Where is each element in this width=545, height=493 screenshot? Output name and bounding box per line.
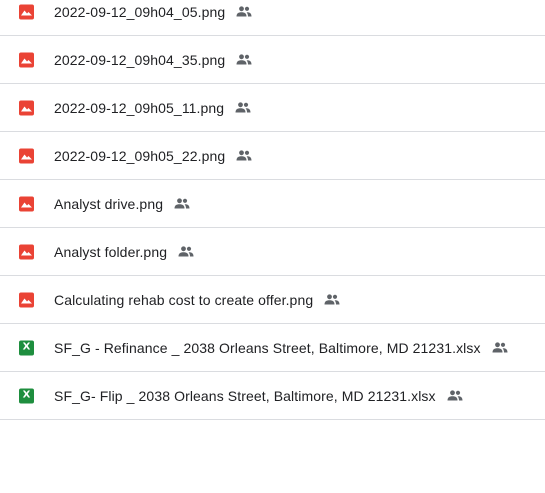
shared-people-icon: [235, 102, 251, 113]
file-row[interactable]: Analyst folder.png: [0, 228, 545, 276]
shared-people-icon: [324, 294, 340, 305]
file-list: 2022-09-12_09h04_05.png 2022-09-12_09h04…: [0, 0, 545, 420]
shared-people-icon: [236, 6, 252, 17]
file-row[interactable]: Analyst drive.png: [0, 180, 545, 228]
spreadsheet-icon-letter: X: [22, 341, 31, 353]
image-file-icon: [19, 52, 34, 67]
spreadsheet-file-icon: X: [19, 340, 34, 355]
spreadsheet-file-icon: X: [19, 388, 34, 403]
shared-people-icon: [174, 198, 190, 209]
image-file-icon: [19, 292, 34, 307]
shared-people-icon: [492, 342, 508, 353]
file-row[interactable]: 2022-09-12_09h05_11.png: [0, 84, 545, 132]
file-name: Analyst drive.png: [54, 195, 164, 212]
image-file-icon: [19, 4, 34, 19]
file-row[interactable]: X SF_G - Refinance _ 2038 Orleans Street…: [0, 324, 545, 372]
file-name: SF_G - Refinance _ 2038 Orleans Street, …: [54, 339, 481, 356]
file-name: Analyst folder.png: [54, 243, 168, 260]
spreadsheet-icon-letter: X: [22, 389, 31, 401]
file-row[interactable]: 2022-09-12_09h04_35.png: [0, 36, 545, 84]
file-name: 2022-09-12_09h04_05.png: [54, 3, 226, 20]
image-file-icon: [19, 100, 34, 115]
shared-people-icon: [447, 390, 463, 401]
file-row[interactable]: X SF_G- Flip _ 2038 Orleans Street, Balt…: [0, 372, 545, 420]
image-file-icon: [19, 196, 34, 211]
file-row[interactable]: Calculating rehab cost to create offer.p…: [0, 276, 545, 324]
shared-people-icon: [178, 246, 194, 257]
file-name: SF_G- Flip _ 2038 Orleans Street, Baltim…: [54, 387, 436, 404]
image-file-icon: [19, 148, 34, 163]
file-row[interactable]: 2022-09-12_09h05_22.png: [0, 132, 545, 180]
file-name: Calculating rehab cost to create offer.p…: [54, 291, 314, 308]
shared-people-icon: [236, 54, 252, 65]
file-name: 2022-09-12_09h04_35.png: [54, 51, 226, 68]
shared-people-icon: [236, 150, 252, 161]
image-file-icon: [19, 244, 34, 259]
file-name: 2022-09-12_09h05_11.png: [54, 99, 225, 116]
file-row[interactable]: 2022-09-12_09h04_05.png: [0, 0, 545, 36]
file-name: 2022-09-12_09h05_22.png: [54, 147, 226, 164]
